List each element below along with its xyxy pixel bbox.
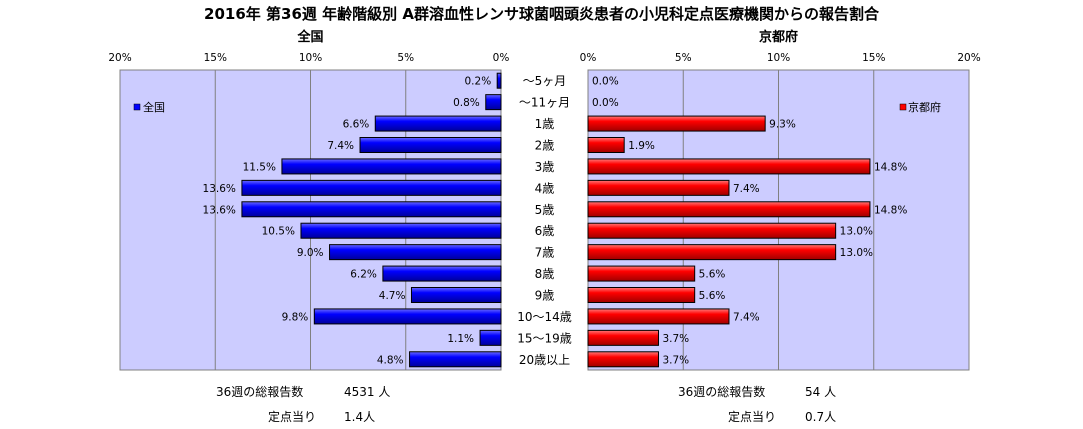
kyoto-data-label: 0.0% (592, 76, 619, 88)
category-label: ～11ヶ月 (519, 96, 570, 110)
national-bar (241, 201, 502, 218)
kyoto-data-label: 0.0% (592, 97, 619, 109)
national-legend-label: 全国 (143, 100, 165, 114)
kyoto-bar (587, 158, 871, 175)
national-data-label: 6.2% (350, 269, 377, 281)
national-bar (329, 244, 502, 261)
national-tick-label: 5% (397, 52, 414, 64)
national-bar (374, 115, 502, 132)
national-bar (313, 308, 502, 325)
national-data-label: 0.8% (453, 97, 480, 109)
national-data-label: 0.2% (465, 76, 492, 88)
national-data-label: 9.8% (282, 311, 309, 323)
kyoto-panel-title: 京都府 (759, 29, 798, 45)
kyoto-data-label: 3.7% (662, 354, 689, 366)
category-label: 8歳 (535, 267, 555, 281)
national-data-label: 4.8% (377, 354, 404, 366)
kyoto-bar (587, 179, 730, 196)
national-bar (300, 222, 502, 239)
kyoto-bar (587, 201, 871, 218)
kyoto-data-label: 1.9% (628, 140, 655, 152)
national-bar (359, 137, 502, 153)
kyoto-bar (587, 287, 696, 303)
kyoto-panel: 0% 5% 10% 15% 20% 京都府 0.0% 0.0% 9.3% 1.9% 14.8% 7.4… (580, 29, 981, 371)
kyoto-total-value: 54 人 (805, 385, 837, 399)
kyoto-data-label: 3.7% (662, 333, 689, 345)
kyoto-data-label: 14.8% (874, 161, 907, 173)
category-label: 7歳 (535, 246, 555, 260)
national-per-label: 定点当り (268, 410, 317, 424)
national-data-label: 4.7% (379, 290, 406, 302)
category-label: 4歳 (535, 181, 555, 195)
category-label: ～5ヶ月 (523, 74, 567, 88)
national-bar (241, 179, 502, 196)
kyoto-data-label: 14.8% (874, 204, 907, 216)
kyoto-data-label: 13.0% (840, 247, 873, 259)
category-label: 9歳 (535, 289, 555, 303)
kyoto-bar (587, 115, 766, 132)
kyoto-tick-label: 15% (862, 52, 885, 64)
category-label: 10～14歳 (517, 310, 572, 324)
national-data-label: 7.4% (327, 140, 354, 152)
national-data-label: 13.6% (203, 183, 236, 195)
category-label: 20歳以上 (519, 353, 570, 367)
national-bar (496, 72, 502, 89)
kyoto-legend-label: 京都府 (908, 100, 941, 114)
national-bar (409, 351, 502, 368)
national-bar (382, 265, 502, 282)
category-label: 2歳 (535, 139, 555, 153)
national-bar (281, 158, 502, 175)
kyoto-tick-label: 5% (675, 52, 692, 64)
kyoto-data-label: 13.0% (840, 226, 873, 238)
national-tick-label: 0% (493, 52, 510, 64)
national-panel: 20% 15% 10% 5% 0% 全国 0.2% 0.8% 6.6% 7.4% 11.5% 13.6… (108, 29, 510, 371)
national-data-label: 1.1% (447, 333, 474, 345)
kyoto-bar (587, 222, 837, 239)
chart-title: 2016年 第36週 年齢階級別 A群溶血性レンサ球菌咽頭炎患者の小児科定点医療… (204, 5, 879, 23)
kyoto-total-label: 36週の総報告数 (678, 385, 766, 399)
national-total-label: 36週の総報告数 (216, 385, 304, 399)
kyoto-bar (587, 265, 696, 282)
kyoto-bar (587, 244, 837, 261)
national-panel-title: 全国 (296, 29, 323, 45)
category-label: 6歳 (535, 224, 555, 238)
national-tick-label: 10% (299, 52, 322, 64)
category-label: 15～19歳 (517, 331, 572, 345)
kyoto-data-label: 9.3% (769, 119, 796, 131)
kyoto-tick-label: 20% (957, 52, 980, 64)
national-total-value: 4531 人 (344, 385, 391, 399)
kyoto-per-label: 定点当り (728, 410, 777, 424)
kyoto-tick-label: 0% (580, 52, 597, 64)
national-data-label: 10.5% (262, 226, 295, 238)
category-label: 3歳 (535, 160, 555, 174)
kyoto-bar (587, 329, 659, 346)
national-legend-swatch (133, 103, 141, 111)
kyoto-data-label: 7.4% (733, 183, 760, 195)
kyoto-per-value: 0.7人 (805, 410, 837, 424)
national-data-label: 9.0% (297, 247, 324, 259)
kyoto-data-label: 5.6% (699, 290, 726, 302)
kyoto-data-label: 5.6% (699, 269, 726, 281)
kyoto-data-label: 7.4% (733, 311, 760, 323)
national-tick-label: 15% (204, 52, 227, 64)
category-label: 5歳 (535, 203, 555, 217)
national-data-label: 13.6% (203, 204, 236, 216)
national-data-label: 6.6% (343, 119, 370, 131)
national-bar (479, 329, 502, 346)
kyoto-tick-label: 10% (767, 52, 790, 64)
category-label: 1歳 (535, 117, 555, 131)
national-tick-label: 20% (108, 52, 131, 64)
national-per-value: 1.4人 (344, 410, 376, 424)
national-bar (410, 287, 502, 303)
kyoto-legend-swatch (899, 103, 907, 111)
category-labels: ～5ヶ月 ～11ヶ月 1歳 2歳 3歳 4歳 5歳 6歳 7歳 8歳 9歳 10～14歳 15～19歳 2… (517, 74, 572, 367)
kyoto-bar (587, 351, 659, 368)
kyoto-bar (587, 308, 730, 325)
kyoto-bar (587, 137, 625, 153)
national-data-label: 11.5% (243, 161, 276, 173)
national-bar (485, 94, 502, 111)
